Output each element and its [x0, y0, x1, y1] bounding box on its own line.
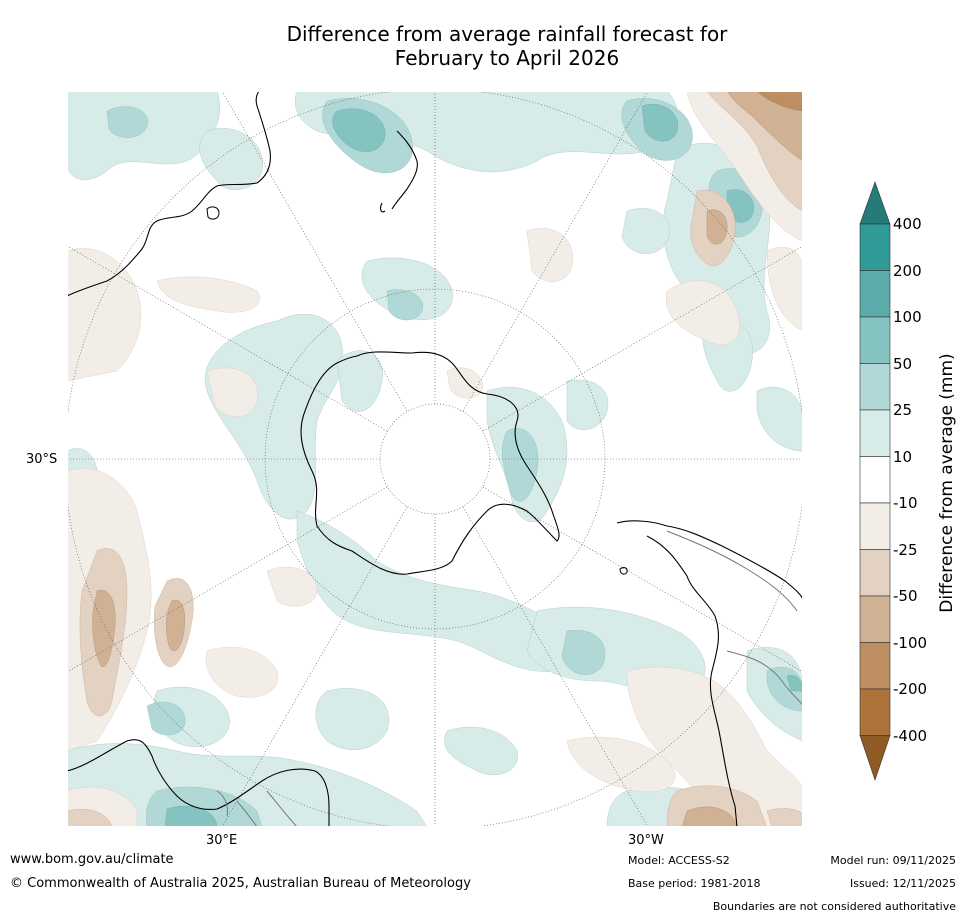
footer-model: Model: ACCESS-S2 — [628, 854, 730, 867]
africa-border — [216, 790, 298, 827]
legend-swatch-above-400 — [859, 181, 891, 225]
legend-tick: -400 — [893, 727, 928, 745]
south-america-coastline — [616, 520, 803, 827]
legend-swatch-neg100-neg200 — [859, 642, 891, 690]
legend-tick: -10 — [893, 494, 918, 512]
footer-disclaimer: Boundaries are not considered authoritat… — [712, 900, 956, 913]
legend-colorbar — [859, 181, 891, 781]
australia-coastline — [67, 91, 271, 297]
legend-tick: 50 — [893, 355, 913, 373]
legend-swatch-100-200 — [859, 270, 891, 318]
rainfall-map — [67, 91, 803, 827]
africa-coastline — [67, 739, 330, 827]
anomaly-50-100-patches — [164, 104, 803, 827]
legend-tick: 100 — [893, 308, 922, 326]
graticule — [67, 91, 803, 827]
latitude-label-30s: 30°S — [26, 452, 58, 467]
legend-tick: 10 — [893, 448, 913, 466]
south-america-border — [666, 530, 803, 707]
title-line-1: Difference from average rainfall forecas… — [286, 22, 728, 46]
antarctica-coastline — [300, 351, 560, 575]
footer-url[interactable]: www.bom.gov.au/climate — [10, 852, 174, 867]
legend-tick: -200 — [893, 680, 928, 698]
map-title: Difference from average rainfall forecas… — [0, 22, 965, 70]
legend-tick: 200 — [893, 262, 922, 280]
legend-swatch-neg200-neg400 — [859, 688, 891, 736]
legend-tick: 25 — [893, 401, 913, 419]
legend-swatch-50-100 — [859, 316, 891, 364]
anomaly-neg50-neg100-patches — [92, 91, 803, 827]
footer-model-run: Model run: 09/11/2025 — [830, 854, 956, 867]
falkland-islands — [619, 567, 628, 575]
new-zealand-coastline — [380, 130, 418, 213]
legend-swatch-neg25-neg50 — [859, 549, 891, 597]
title-line-2: February to April 2026 — [394, 46, 620, 70]
legend-swatch-200-400 — [859, 223, 891, 271]
footer-issued: Issued: 12/11/2025 — [849, 877, 956, 890]
anomaly-neg100-neg200-patches — [756, 91, 803, 112]
legend-swatch-neg10-neg25 — [859, 502, 891, 550]
legend-swatch-neg50-neg100 — [859, 595, 891, 643]
footer-base-period: Base period: 1981-2018 — [628, 877, 761, 890]
legend-tick: 400 — [893, 215, 922, 233]
legend-tick: -25 — [893, 541, 918, 559]
longitude-label-30e: 30°E — [206, 833, 238, 848]
legend-swatch-10-25 — [859, 409, 891, 457]
tasmania-coastline — [206, 206, 220, 220]
legend-swatch-below-neg400 — [859, 735, 891, 781]
legend-swatch-25-50 — [859, 363, 891, 411]
legend-tick: -50 — [893, 587, 918, 605]
legend-swatch-neutral — [859, 456, 891, 504]
footer-copyright: © Commonwealth of Australia 2025, Austra… — [10, 876, 471, 891]
legend-tick: -100 — [893, 634, 928, 652]
longitude-label-30w: 30°W — [628, 833, 664, 848]
